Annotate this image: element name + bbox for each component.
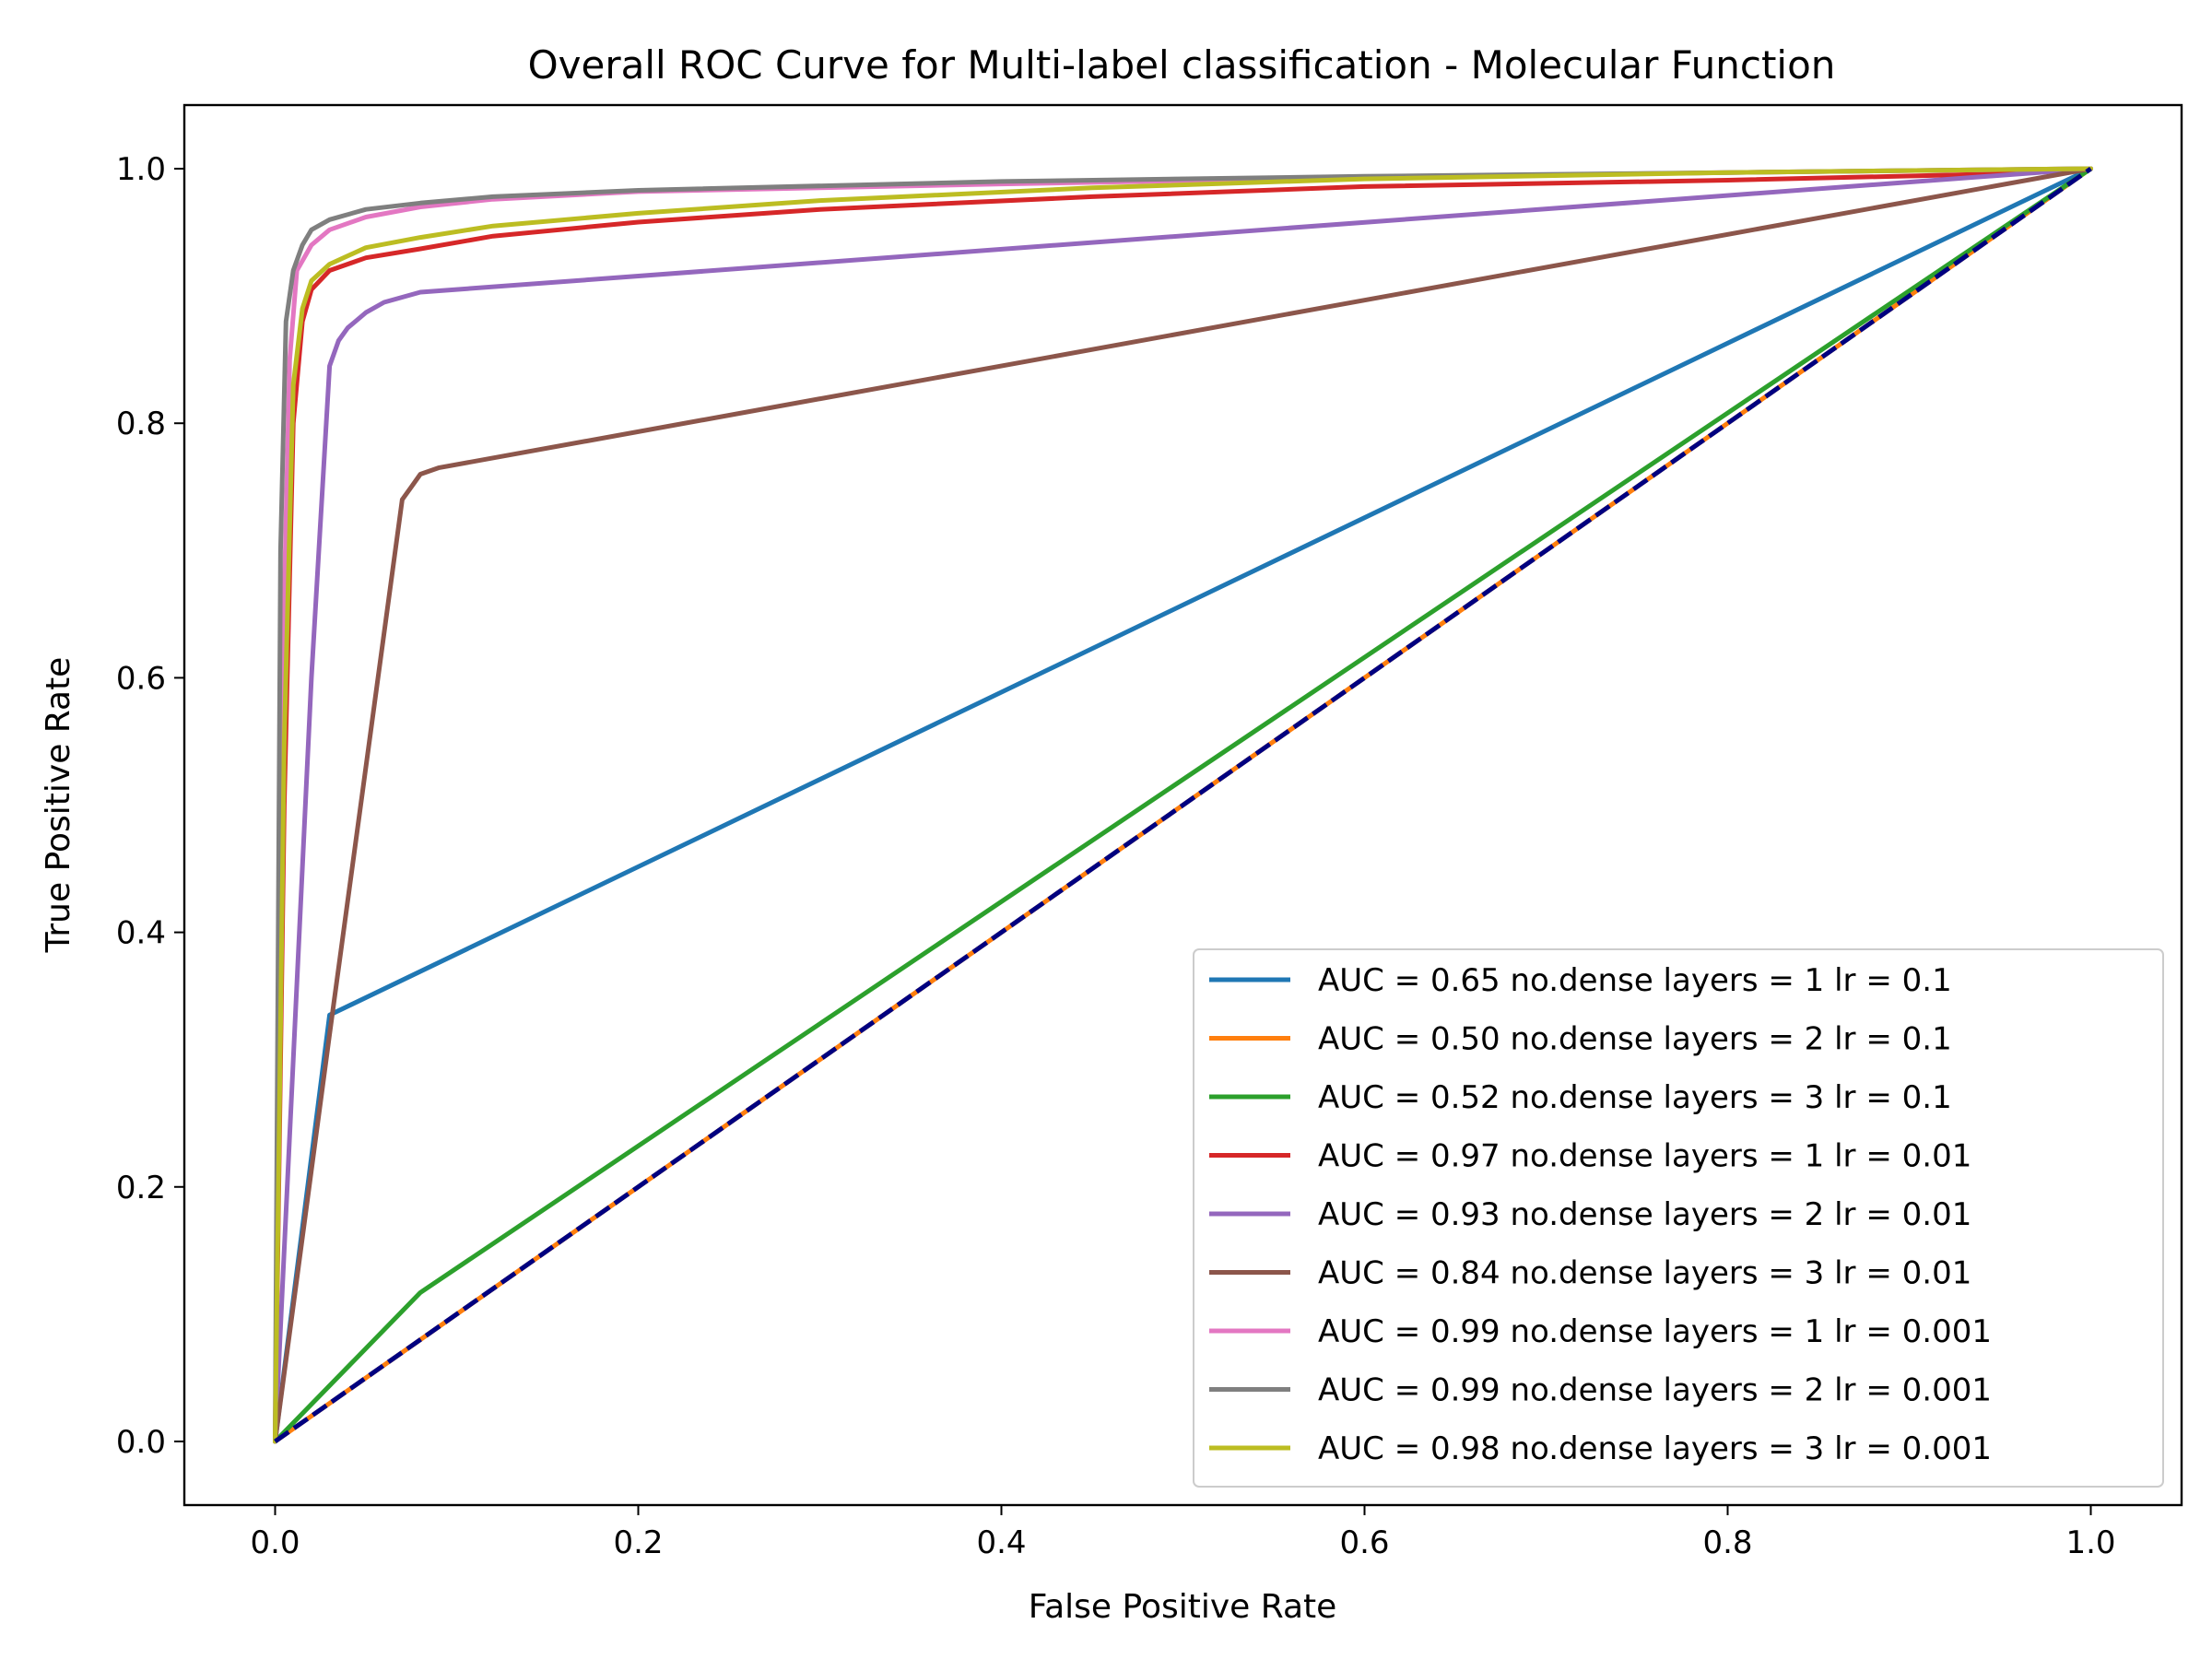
legend-label-3: AUC = 0.52 no.dense layers = 3 lr = 0.1 <box>1318 1079 1952 1116</box>
y-tick-label: 0.0 <box>116 1424 166 1461</box>
legend-label-4: AUC = 0.97 no.dense layers = 1 lr = 0.01 <box>1318 1138 1971 1175</box>
series-line-6 <box>273 166 2093 1444</box>
chance-diagonal-line <box>274 166 2092 1444</box>
legend-label-1: AUC = 0.65 no.dense layers = 1 lr = 0.1 <box>1318 962 1952 999</box>
y-tick-label: 0.2 <box>116 1170 166 1206</box>
y-tick-label: 0.8 <box>116 406 166 442</box>
y-tick-label: 1.0 <box>116 151 166 188</box>
y-tick-label: 0.6 <box>116 660 166 697</box>
y-tick-label: 0.4 <box>116 915 166 952</box>
series-line-9 <box>273 166 2093 1444</box>
x-tick-label: 0.6 <box>1339 1524 1389 1561</box>
legend-label-8: AUC = 0.99 no.dense layers = 2 lr = 0.00… <box>1318 1372 1992 1409</box>
x-tick-label: 0.2 <box>613 1524 663 1561</box>
x-axis: 0.0 0.2 0.4 0.6 0.8 1.0 <box>250 1505 2116 1561</box>
x-tick-label: 0.8 <box>1702 1524 1752 1561</box>
x-tick-label: 1.0 <box>2065 1524 2115 1561</box>
chart-title: Overall ROC Curve for Multi-label classi… <box>528 42 1836 88</box>
x-tick-label: 0.0 <box>250 1524 300 1561</box>
legend: AUC = 0.65 no.dense layers = 1 lr = 0.1 A… <box>1193 948 2164 1488</box>
y-axis: 0.0 0.2 0.4 0.6 0.8 1.0 <box>116 151 184 1461</box>
series-line-5 <box>273 166 2093 1444</box>
plot-area <box>273 166 2093 1444</box>
series-line-4 <box>273 166 2093 1444</box>
legend-label-5: AUC = 0.93 no.dense layers = 2 lr = 0.01 <box>1318 1196 1971 1233</box>
legend-box <box>1193 948 2164 1488</box>
series-line-3 <box>273 166 2093 1444</box>
legend-label-2: AUC = 0.50 no.dense layers = 2 lr = 0.1 <box>1318 1021 1952 1058</box>
legend-label-6: AUC = 0.84 no.dense layers = 3 lr = 0.01 <box>1318 1255 1971 1292</box>
legend-label-9: AUC = 0.98 no.dense layers = 3 lr = 0.00… <box>1318 1430 1992 1467</box>
legend-label-7: AUC = 0.99 no.dense layers = 1 lr = 0.00… <box>1318 1313 1992 1350</box>
x-tick-label: 0.4 <box>976 1524 1026 1561</box>
y-axis-label: True Positive Rate <box>40 657 77 954</box>
series-line-8 <box>273 166 2093 1444</box>
plot-frame <box>182 103 2183 1507</box>
x-axis-label: False Positive Rate <box>1029 1588 1337 1626</box>
